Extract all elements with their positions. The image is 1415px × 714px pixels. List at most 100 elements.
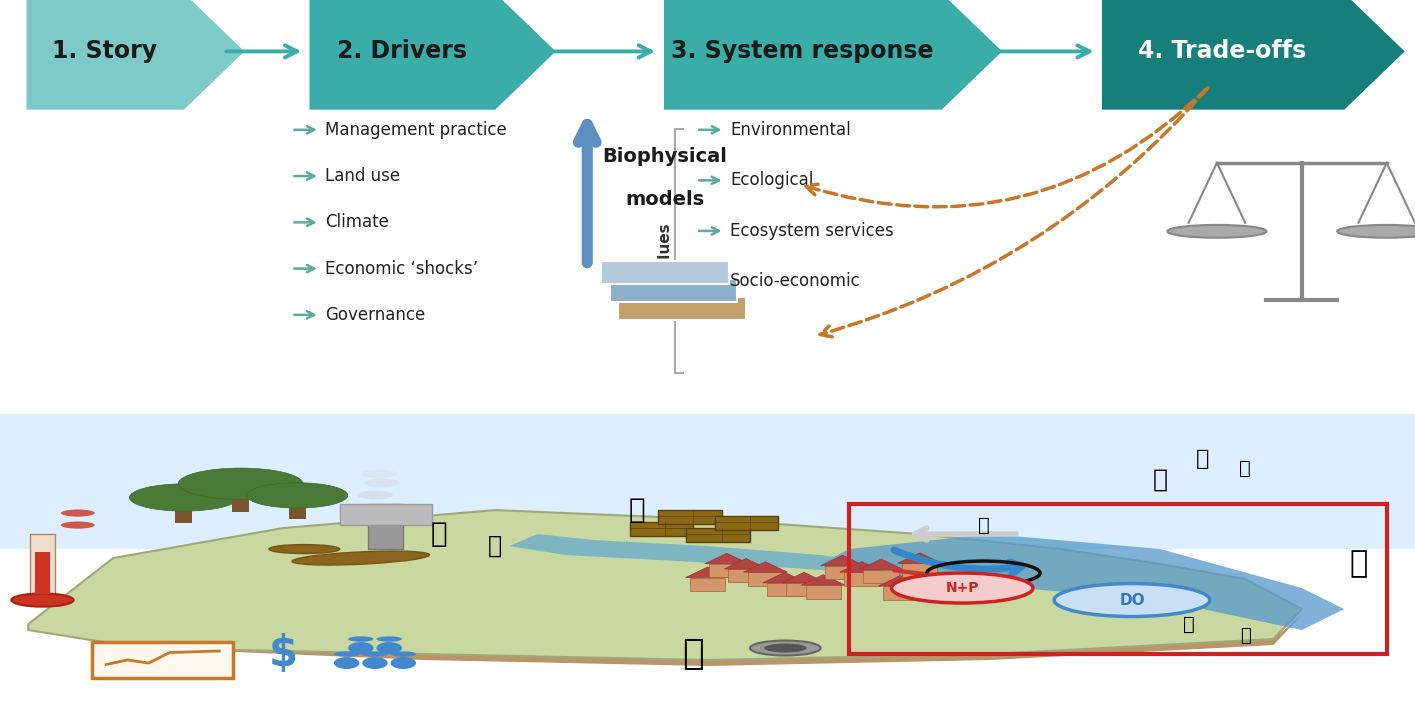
Circle shape (334, 651, 359, 657)
Bar (175, 508, 192, 523)
Polygon shape (705, 553, 749, 564)
Text: ⛵: ⛵ (1350, 550, 1367, 578)
Ellipse shape (1337, 225, 1415, 238)
Bar (658, 510, 722, 523)
Polygon shape (307, 0, 558, 111)
Polygon shape (601, 261, 729, 284)
Text: Land use: Land use (325, 167, 400, 185)
Ellipse shape (246, 483, 348, 508)
Ellipse shape (357, 491, 393, 500)
Text: DO: DO (1119, 593, 1145, 608)
Ellipse shape (130, 484, 238, 511)
Text: Climate: Climate (325, 213, 389, 231)
Text: Management practice: Management practice (325, 121, 507, 139)
Ellipse shape (269, 545, 340, 553)
FancyArrowPatch shape (805, 88, 1208, 207)
Ellipse shape (334, 657, 359, 669)
Bar (825, 565, 860, 579)
Bar (863, 570, 899, 583)
Ellipse shape (764, 643, 807, 653)
Circle shape (61, 510, 95, 517)
Bar (0, 414, 1415, 549)
Circle shape (391, 651, 416, 657)
Polygon shape (782, 573, 826, 583)
Polygon shape (724, 558, 768, 569)
Bar (787, 583, 822, 596)
Text: 🌿: 🌿 (682, 637, 705, 671)
Polygon shape (28, 510, 1302, 660)
Polygon shape (821, 534, 1344, 630)
Ellipse shape (391, 657, 416, 669)
Polygon shape (763, 573, 807, 583)
Ellipse shape (376, 642, 402, 654)
Text: Biophysical: Biophysical (603, 147, 727, 166)
Bar (92, 642, 233, 678)
Text: 🚜: 🚜 (628, 496, 645, 524)
Bar (845, 572, 880, 585)
Ellipse shape (365, 478, 399, 488)
Polygon shape (899, 553, 942, 563)
FancyArrowPatch shape (894, 570, 983, 585)
Text: 🐄: 🐄 (488, 534, 502, 558)
Text: Socio-economic: Socio-economic (730, 273, 860, 291)
Bar (686, 528, 750, 542)
Text: 2. Drivers: 2. Drivers (337, 39, 467, 64)
Text: 4. Trade-offs: 4. Trade-offs (1139, 39, 1306, 64)
Bar (903, 563, 938, 577)
FancyArrowPatch shape (914, 528, 1016, 540)
Bar (35, 552, 50, 594)
Text: 1. Story: 1. Story (52, 39, 157, 64)
Bar (767, 583, 802, 596)
Circle shape (362, 651, 388, 657)
Circle shape (376, 636, 402, 642)
Bar (849, 504, 1387, 654)
Bar (30, 534, 55, 594)
Bar (630, 522, 693, 536)
Bar (729, 569, 764, 583)
Text: Economic ‘shocks’: Economic ‘shocks’ (325, 260, 478, 278)
Text: 💧: 💧 (978, 516, 989, 535)
Bar (232, 496, 249, 513)
Text: 🦀: 🦀 (1183, 615, 1194, 633)
FancyArrowPatch shape (821, 88, 1208, 337)
Ellipse shape (362, 470, 396, 478)
Polygon shape (801, 575, 845, 585)
Bar (691, 578, 724, 591)
Polygon shape (610, 278, 737, 302)
Text: $: $ (269, 633, 297, 675)
Polygon shape (841, 562, 884, 572)
Circle shape (1054, 583, 1210, 617)
Circle shape (61, 521, 95, 528)
Bar (715, 516, 778, 530)
Text: 🐄: 🐄 (430, 520, 447, 548)
Ellipse shape (1167, 225, 1266, 238)
Text: 🦅: 🦅 (1196, 449, 1210, 469)
Text: 🐟: 🐟 (1240, 627, 1251, 645)
Circle shape (891, 573, 1033, 603)
Polygon shape (879, 575, 923, 586)
Text: Ecosystem services: Ecosystem services (730, 222, 894, 240)
Bar (289, 505, 306, 519)
Bar (340, 504, 432, 525)
Bar (883, 586, 918, 600)
Polygon shape (25, 0, 248, 111)
Circle shape (11, 593, 74, 607)
Bar (368, 504, 403, 549)
Ellipse shape (750, 640, 821, 655)
Polygon shape (743, 562, 787, 572)
Polygon shape (821, 555, 865, 565)
Text: Governance: Governance (325, 306, 426, 324)
Bar (805, 585, 841, 598)
Ellipse shape (291, 551, 430, 565)
Text: Environmental: Environmental (730, 121, 850, 139)
Polygon shape (685, 567, 729, 578)
Text: 🕊: 🕊 (1240, 458, 1251, 478)
Text: models: models (625, 190, 705, 208)
FancyArrowPatch shape (894, 550, 1023, 574)
Bar (747, 572, 782, 585)
Ellipse shape (362, 657, 388, 669)
Polygon shape (1099, 0, 1407, 111)
Ellipse shape (348, 642, 374, 654)
Text: 🦅: 🦅 (1153, 468, 1167, 492)
Text: Ecological: Ecological (730, 171, 814, 189)
